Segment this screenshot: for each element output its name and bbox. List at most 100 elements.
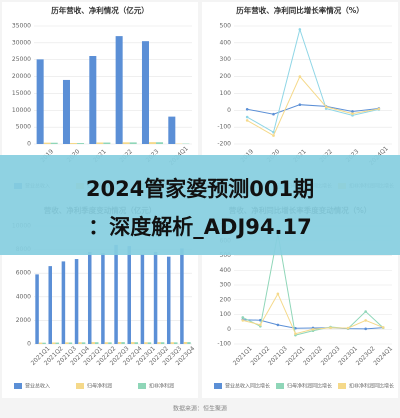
line — [247, 104, 379, 115]
y-tick-label: 0 — [27, 141, 31, 148]
point — [259, 323, 262, 327]
bar — [43, 142, 51, 144]
chart-title: 历年营收、净利同比增长率情况（%） — [236, 5, 364, 15]
bar — [68, 342, 73, 344]
point — [245, 107, 249, 111]
point — [276, 323, 280, 327]
legend-swatch — [14, 383, 22, 389]
bar — [87, 251, 92, 344]
bar — [121, 342, 125, 344]
legend-label: 营业总收入 — [25, 383, 50, 390]
bar — [187, 342, 191, 344]
y-tick-label: 0 — [227, 107, 231, 114]
banner-line: ：深度解析_ADJ94.17 — [88, 215, 311, 239]
bar — [115, 36, 123, 144]
point — [351, 110, 354, 113]
point — [298, 75, 302, 78]
bar — [117, 341, 122, 344]
point — [272, 130, 275, 134]
point — [364, 319, 367, 322]
y-tick-label: 6000 — [16, 270, 31, 277]
y-tick-label: 100 — [220, 311, 232, 318]
y-tick-label: -200 — [217, 141, 231, 148]
bar — [129, 142, 137, 144]
point — [241, 316, 245, 319]
point — [346, 326, 350, 330]
bar — [127, 246, 131, 344]
bar — [55, 342, 60, 344]
point — [364, 327, 367, 331]
bar — [62, 79, 70, 144]
point — [294, 332, 297, 335]
y-tick-label: 25000 — [12, 56, 31, 63]
bar — [95, 342, 99, 344]
bar — [42, 342, 46, 344]
point — [329, 326, 332, 330]
line — [246, 27, 379, 133]
bar — [183, 341, 188, 344]
y-tick-label: 2000 — [16, 317, 31, 324]
bar — [156, 142, 164, 144]
y-tick-label: 100 — [220, 90, 232, 97]
bar — [134, 342, 139, 344]
bar — [166, 256, 171, 344]
line — [246, 75, 379, 137]
point — [272, 134, 275, 137]
y-tick-label: 300 — [220, 282, 232, 289]
point — [276, 292, 280, 296]
legend-label: 归母净利润 — [87, 383, 112, 390]
point — [351, 112, 354, 115]
point — [377, 107, 381, 111]
point — [245, 119, 249, 122]
legend-label: 扣非净利润 — [149, 383, 174, 390]
y-tick-label: -100 — [217, 124, 231, 131]
bar — [168, 116, 176, 144]
bar — [174, 342, 178, 344]
bar — [69, 142, 78, 144]
point — [272, 112, 275, 116]
bar — [180, 248, 184, 344]
bar — [81, 342, 86, 344]
bar — [141, 41, 149, 144]
banner-bg — [0, 155, 400, 255]
legend-label: 归母净利润同比增长 — [287, 383, 332, 390]
bar — [130, 342, 135, 344]
bar — [170, 342, 175, 344]
bar — [122, 142, 130, 144]
bar — [108, 342, 112, 344]
point — [298, 103, 302, 106]
bar — [78, 342, 82, 344]
bar — [144, 342, 148, 344]
bar — [91, 342, 96, 344]
y-tick-label: 5000 — [16, 124, 31, 131]
y-tick-label: 15000 — [12, 90, 31, 97]
bar — [96, 142, 104, 144]
legend-label: 扣非净利润同比增长 — [349, 383, 394, 390]
chart-title: 历年营收、净利情况（亿元） — [51, 5, 149, 15]
source: 数据来源：恒生聚源 — [173, 405, 227, 413]
legend-swatch — [338, 383, 346, 389]
y-tick-label: 35000 — [12, 23, 31, 30]
y-tick-label: 0 — [227, 326, 231, 333]
y-tick-label: 4000 — [16, 293, 31, 300]
bar — [114, 244, 118, 344]
legend-label: 营业总收入同比增长 — [225, 383, 270, 390]
y-tick-label: 30000 — [12, 39, 31, 46]
legend-swatch — [138, 383, 146, 389]
bar — [38, 342, 43, 344]
legend-swatch — [76, 383, 84, 389]
y-tick-label: 20000 — [12, 73, 31, 80]
point — [381, 326, 385, 329]
bar — [77, 143, 85, 144]
point — [245, 115, 249, 119]
bar — [89, 56, 97, 144]
bar — [160, 342, 165, 344]
bar — [157, 342, 161, 344]
y-tick-label: 300 — [220, 56, 232, 63]
bar — [101, 253, 105, 344]
bar — [50, 142, 58, 144]
bar — [61, 261, 66, 344]
point — [364, 310, 367, 313]
